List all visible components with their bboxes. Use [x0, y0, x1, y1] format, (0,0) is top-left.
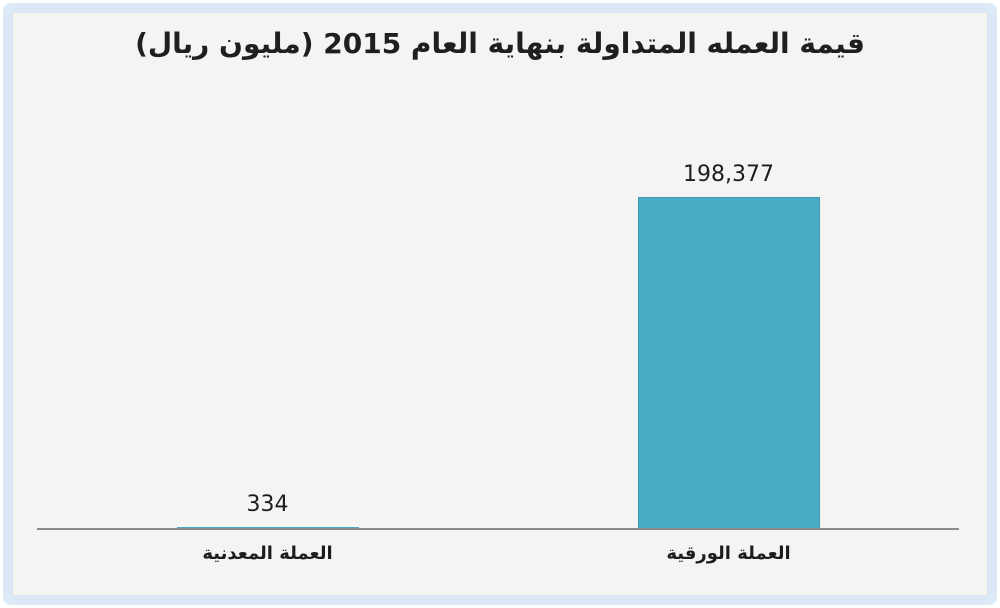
category-axis: العملة المعدنية العملة الورقية — [37, 543, 959, 579]
plot-background: قيمة العمله المتداولة بنهاية العام 2015 … — [13, 13, 987, 595]
category-label-paper-currency: العملة الورقية — [666, 543, 791, 564]
chart-title: قيمة العمله المتداولة بنهاية العام 2015 … — [135, 27, 865, 60]
chart-frame: قيمة العمله المتداولة بنهاية العام 2015 … — [3, 3, 997, 605]
bar-group-coin-currency: 334 — [37, 13, 498, 528]
plot-area: 334 198,377 — [37, 13, 959, 530]
data-label-paper-currency: 198,377 — [683, 162, 774, 187]
bar-coin-currency — [176, 527, 359, 528]
category-label-coin-currency: العملة المعدنية — [202, 543, 333, 564]
bar-paper-currency — [637, 197, 820, 528]
bar-group-paper-currency: 198,377 — [498, 13, 959, 528]
data-label-coin-currency: 334 — [246, 492, 289, 518]
